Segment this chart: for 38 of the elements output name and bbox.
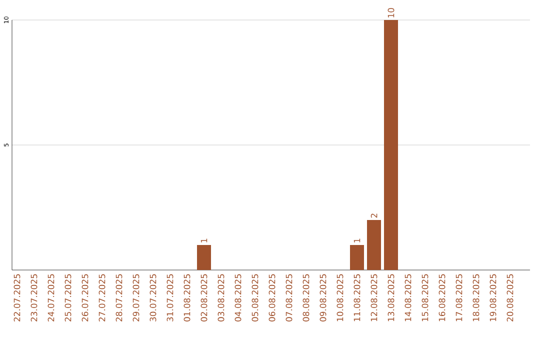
x-tick-label: 22.07.2025	[14, 274, 20, 322]
x-tick-label: 03.08.2025	[218, 274, 224, 322]
x-tick-label: 25.07.2025	[64, 274, 72, 322]
bar	[367, 220, 382, 270]
x-tick-label: 08.08.2025	[302, 274, 310, 322]
x-tick-label: 13.08.2025	[388, 274, 394, 322]
x-tick-label: 12.08.2025	[370, 274, 378, 322]
x-tick-label: 24.07.2025	[48, 274, 54, 322]
x-tick-label: 27.07.2025	[98, 274, 106, 322]
x-tick-label: 28.07.2025	[116, 274, 122, 322]
x-tick-label: 16.08.2025	[438, 274, 446, 322]
data-label: 1	[354, 238, 360, 242]
data-label: 10	[388, 8, 394, 18]
x-tick-label: 09.08.2025	[320, 274, 326, 322]
x-tick-label: 19.08.2025	[490, 274, 496, 322]
x-tick-label: 15.08.2025	[422, 274, 428, 322]
x-tick-label: 04.08.2025	[234, 274, 242, 322]
x-tick-label: 01.08.2025	[184, 274, 190, 322]
x-tick-label: 20.08.2025	[506, 274, 514, 322]
data-label: 1	[200, 238, 208, 242]
x-tick-label: 02.08.2025	[200, 274, 208, 322]
x-tick-label: 07.08.2025	[286, 274, 292, 322]
bar	[350, 245, 364, 270]
x-tick-label: 23.07.2025	[30, 274, 38, 322]
x-tick-label: 26.07.2025	[82, 274, 88, 322]
x-tick-label: 18.08.2025	[472, 274, 480, 322]
x-tick-label: 30.07.2025	[150, 274, 156, 322]
bar	[197, 245, 212, 270]
x-tick-label: 17.08.2025	[456, 274, 462, 322]
x-tick-label: 06.08.2025	[268, 274, 276, 322]
data-label: 2	[370, 214, 378, 218]
x-tick-label: 31.07.2025	[166, 274, 174, 322]
x-tick-label: 05.08.2025	[252, 274, 258, 322]
x-tick-label: 29.07.2025	[132, 274, 140, 322]
x-tick-label: 11.08.2025	[354, 274, 360, 322]
bar	[384, 20, 398, 270]
x-tick-label: 10.08.2025	[336, 274, 344, 322]
x-tick-label: 14.08.2025	[404, 274, 412, 322]
